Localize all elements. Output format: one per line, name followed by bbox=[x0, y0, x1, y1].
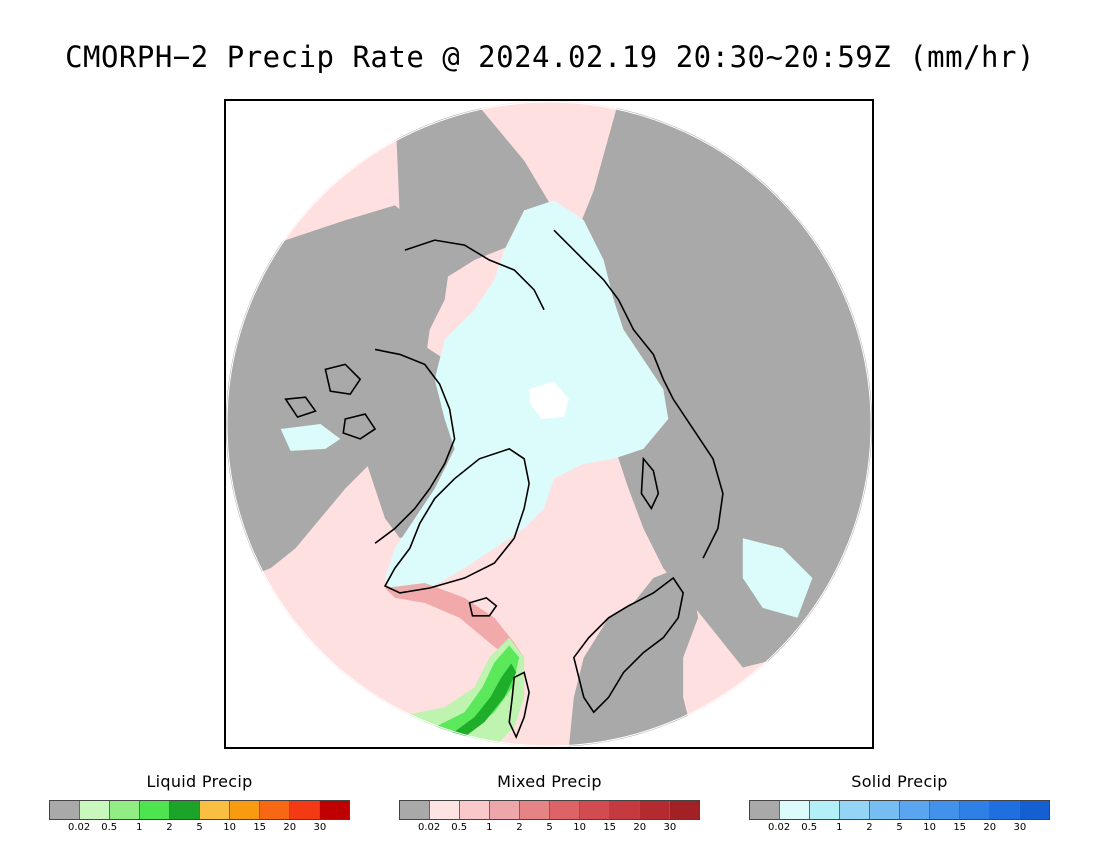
legend-ticks: 0.02 0.5 1 2 5 10 15 20 30 bbox=[749, 822, 1050, 836]
legend-tick-label: 15 bbox=[603, 822, 617, 833]
legend-swatch bbox=[670, 801, 699, 819]
legend-swatch bbox=[490, 801, 520, 819]
legend-tick-label: 30 bbox=[313, 822, 327, 833]
novaya-zemlya-coast bbox=[640, 456, 660, 511]
legend-title: Mixed Precip bbox=[497, 772, 602, 791]
legend-swatch bbox=[230, 801, 260, 819]
legend-swatch bbox=[580, 801, 610, 819]
alaska-coast bbox=[404, 239, 545, 311]
legend-liquid: Liquid Precip 0.02 0.5 1 2 5 10 15 20 30 bbox=[49, 772, 350, 836]
greenland-coast bbox=[383, 447, 530, 594]
legend-title: Liquid Precip bbox=[146, 772, 253, 791]
pole-gap bbox=[529, 381, 569, 420]
coastlines bbox=[284, 229, 724, 740]
legend-solid: Solid Precip 0.02 0.5 1 2 5 10 15 20 30 bbox=[749, 772, 1050, 836]
legend-tick-label: 1 bbox=[486, 822, 493, 833]
legend-tick-label: 5 bbox=[896, 822, 903, 833]
legend-swatch bbox=[750, 801, 780, 819]
legend-swatch bbox=[50, 801, 80, 819]
legend-swatch bbox=[520, 801, 550, 819]
europe-no-precip bbox=[568, 568, 704, 747]
map-svg bbox=[226, 101, 872, 747]
legend-swatch bbox=[960, 801, 990, 819]
legend-swatch bbox=[840, 801, 870, 819]
legend-tick-label: 5 bbox=[546, 822, 553, 833]
canada-coast bbox=[374, 348, 456, 544]
legend-swatch bbox=[640, 801, 670, 819]
legend-swatch bbox=[1020, 801, 1049, 819]
legend-tick-label: 2 bbox=[516, 822, 523, 833]
legend-tick-label: 5 bbox=[196, 822, 203, 833]
disc-edge bbox=[226, 101, 872, 747]
legend-swatch bbox=[110, 801, 140, 819]
legend-tick-label: 10 bbox=[223, 822, 236, 833]
legend-swatch bbox=[430, 801, 460, 819]
page-title: CMORPH−2 Precip Rate @ 2024.02.19 20:30~… bbox=[65, 40, 1035, 74]
legend-swatch bbox=[610, 801, 640, 819]
legend-tick-label: 30 bbox=[1013, 822, 1027, 833]
legend-swatch bbox=[170, 801, 200, 819]
siberia-coast bbox=[553, 229, 724, 559]
arctic-snow bbox=[385, 200, 669, 598]
legend-tick-label: 1 bbox=[136, 822, 143, 833]
liquid-precip-light bbox=[394, 637, 525, 747]
legend-tick-label: 20 bbox=[983, 822, 997, 833]
legend-swatch bbox=[200, 801, 230, 819]
legend-tick-label: 2 bbox=[866, 822, 873, 833]
legend-swatch bbox=[780, 801, 810, 819]
legend-title: Solid Precip bbox=[851, 772, 948, 791]
legend-tick-label: 0.02 bbox=[67, 822, 91, 833]
legend-swatch bbox=[550, 801, 580, 819]
legend-swatch bbox=[290, 801, 320, 819]
legend-mixed: Mixed Precip 0.02 0.5 1 2 5 10 15 20 30 bbox=[399, 772, 700, 836]
legend-tick-label: 0.5 bbox=[101, 822, 118, 833]
siberia-no-precip bbox=[544, 101, 872, 668]
legend-tick-label: 15 bbox=[953, 822, 967, 833]
legend-swatch bbox=[140, 801, 170, 819]
legend-tick-label: 10 bbox=[923, 822, 936, 833]
british-isles-coast bbox=[508, 671, 530, 740]
legend-tick-label: 20 bbox=[633, 822, 647, 833]
legend-swatch bbox=[900, 801, 930, 819]
legend-tick-label: 2 bbox=[166, 822, 173, 833]
liquid-precip-moderate bbox=[434, 645, 520, 743]
legend-tick-label: 30 bbox=[663, 822, 677, 833]
legend-ticks: 0.02 0.5 1 2 5 10 15 20 30 bbox=[399, 822, 700, 836]
legend-swatch bbox=[80, 801, 110, 819]
liquid-precip-heavy bbox=[452, 663, 517, 738]
snow-patch-canada bbox=[280, 424, 341, 451]
legend-swatches bbox=[749, 800, 1050, 820]
legend-swatch bbox=[870, 801, 900, 819]
legend-swatch bbox=[320, 801, 349, 819]
iceland-coast bbox=[468, 597, 498, 617]
legend-tick-label: 0.5 bbox=[451, 822, 468, 833]
polar-disc bbox=[226, 101, 872, 747]
legend-swatch bbox=[810, 801, 840, 819]
legend-swatches bbox=[399, 800, 700, 820]
legend-tick-label: 20 bbox=[283, 822, 297, 833]
legend-tick-label: 1 bbox=[836, 822, 843, 833]
legend-swatch bbox=[400, 801, 430, 819]
legend-tick-label: 0.5 bbox=[801, 822, 818, 833]
snow-patch-siberia bbox=[742, 538, 813, 618]
precip-map bbox=[224, 99, 874, 749]
legend-swatches bbox=[49, 800, 350, 820]
legend-tick-label: 0.02 bbox=[417, 822, 441, 833]
legend-swatch bbox=[990, 801, 1020, 819]
legend-ticks: 0.02 0.5 1 2 5 10 15 20 30 bbox=[49, 822, 350, 836]
scandinavia-coast bbox=[572, 576, 685, 714]
legend-tick-label: 10 bbox=[573, 822, 586, 833]
legend-swatch bbox=[260, 801, 290, 819]
legend-swatch bbox=[460, 801, 490, 819]
legend-tick-label: 0.02 bbox=[767, 822, 791, 833]
legend-swatch bbox=[930, 801, 960, 819]
legend-tick-label: 15 bbox=[253, 822, 267, 833]
canada-islands-coast bbox=[284, 363, 377, 440]
